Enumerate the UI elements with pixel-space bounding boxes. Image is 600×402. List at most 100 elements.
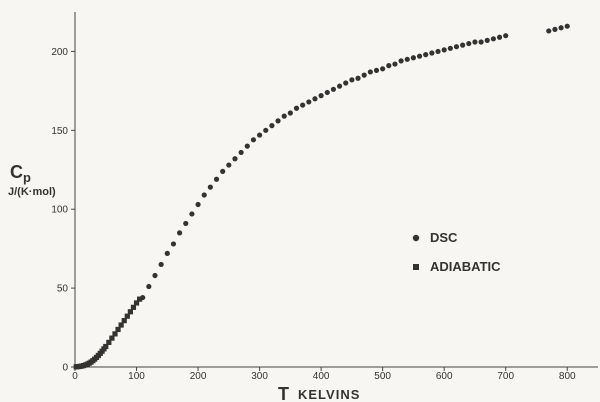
y-tick-label: 200 (51, 47, 68, 58)
dsc-point (355, 75, 361, 81)
dsc-point (226, 162, 232, 168)
dsc-point (293, 105, 300, 111)
y-tick-label: 150 (51, 126, 68, 137)
dsc-point (201, 192, 207, 198)
dsc-point (256, 132, 263, 138)
dsc-point (380, 66, 386, 72)
dsc-point (392, 61, 398, 67)
dsc-point (263, 127, 269, 133)
dsc-point (373, 67, 380, 73)
adiabatic-point (124, 313, 130, 319)
x-tick-label: 700 (497, 371, 514, 382)
dsc-point (343, 80, 349, 86)
dsc-point (423, 52, 429, 58)
dsc-point (146, 283, 152, 290)
dsc-point (244, 143, 250, 149)
dsc-point (220, 168, 226, 174)
dsc-point (250, 137, 257, 143)
y-axis-label-symbol: Cp (10, 162, 31, 185)
adiabatic-point (106, 339, 112, 345)
dsc-point (183, 220, 189, 227)
dsc-point (269, 123, 275, 129)
dsc-point (275, 118, 281, 124)
y-tick-label: 0 (62, 363, 68, 374)
x-tick-labels: 0 100 200 300 400 500 600 700 800 (72, 371, 576, 382)
dsc-point (386, 63, 392, 69)
adiabatic-point (137, 296, 143, 302)
dsc-point (367, 69, 373, 75)
dsc-point (490, 36, 496, 42)
x-tick-label: 100 (128, 371, 145, 382)
dsc-point (213, 176, 220, 182)
dsc-point (300, 102, 306, 108)
dsc-point (496, 34, 503, 40)
adiabatic-point (109, 335, 115, 341)
dsc-point (546, 28, 552, 34)
legend-label-adiabatic: ADIABATIC (430, 259, 501, 274)
dsc-point (416, 53, 423, 59)
x-tick-label: 500 (374, 371, 391, 382)
dsc-point (410, 55, 417, 61)
y-tick-label: 100 (51, 205, 68, 216)
dsc-point (207, 184, 213, 190)
dsc-point (460, 42, 466, 48)
dsc-point (152, 272, 158, 279)
dsc-point (398, 58, 404, 64)
legend-marker-dsc (412, 234, 420, 242)
dsc-point (238, 149, 244, 156)
dsc-point (164, 250, 170, 256)
y-axis-label-unit: J/(K·mol) (8, 186, 56, 198)
adiabatic-point (130, 304, 137, 310)
x-tick-label: 400 (313, 371, 330, 382)
dsc-point (441, 47, 447, 53)
dsc-point (564, 23, 570, 29)
dsc-point (232, 156, 238, 162)
x-tick-label: 200 (190, 371, 207, 382)
adiabatic-point (118, 322, 124, 328)
y-tick-labels: 0 50 100 150 200 (51, 47, 68, 374)
dsc-point (404, 56, 410, 62)
dsc-point (349, 77, 355, 83)
adiabatic-point (121, 318, 127, 324)
y-tick-label: 50 (57, 284, 69, 295)
dsc-point (189, 211, 195, 217)
x-tick-label: 300 (251, 371, 268, 382)
dsc-point (558, 25, 564, 31)
dsc-point (158, 261, 164, 268)
adiabatic-point (112, 331, 118, 337)
dsc-point (361, 72, 367, 78)
x-tick-label: 800 (559, 371, 576, 382)
adiabatic-point (133, 300, 140, 306)
x-axis-label-symbol: T (278, 384, 289, 402)
adiabatic-point (115, 326, 121, 333)
dsc-point (435, 48, 441, 55)
x-axis-label-text: KELVINS (298, 387, 360, 402)
dsc-point (472, 39, 478, 45)
dsc-point (318, 93, 324, 99)
dsc-point (466, 40, 472, 47)
legend-label-dsc: DSC (430, 230, 458, 245)
dsc-point (306, 99, 312, 105)
dsc-point (170, 241, 177, 247)
dsc-point (447, 45, 453, 51)
dsc-point (552, 26, 558, 32)
legend: DSC ADIABATIC (412, 230, 501, 274)
legend-marker-adiabatic (413, 264, 419, 270)
dsc-point (312, 96, 318, 102)
dsc-point (429, 50, 435, 56)
dsc-point (195, 201, 201, 208)
dsc-point (281, 113, 287, 119)
x-tick-label: 600 (436, 371, 453, 382)
dsc-point (330, 86, 337, 92)
dsc-point (478, 39, 484, 45)
axes (74, 12, 598, 368)
y-axis-label-subscript: p (23, 170, 31, 185)
dsc-point (453, 44, 460, 50)
dsc-point (324, 89, 330, 96)
dsc-point (287, 110, 293, 116)
x-tick-label: 0 (72, 371, 78, 382)
data-points (73, 23, 570, 370)
dsc-point (177, 230, 183, 236)
dsc-point (336, 83, 343, 89)
